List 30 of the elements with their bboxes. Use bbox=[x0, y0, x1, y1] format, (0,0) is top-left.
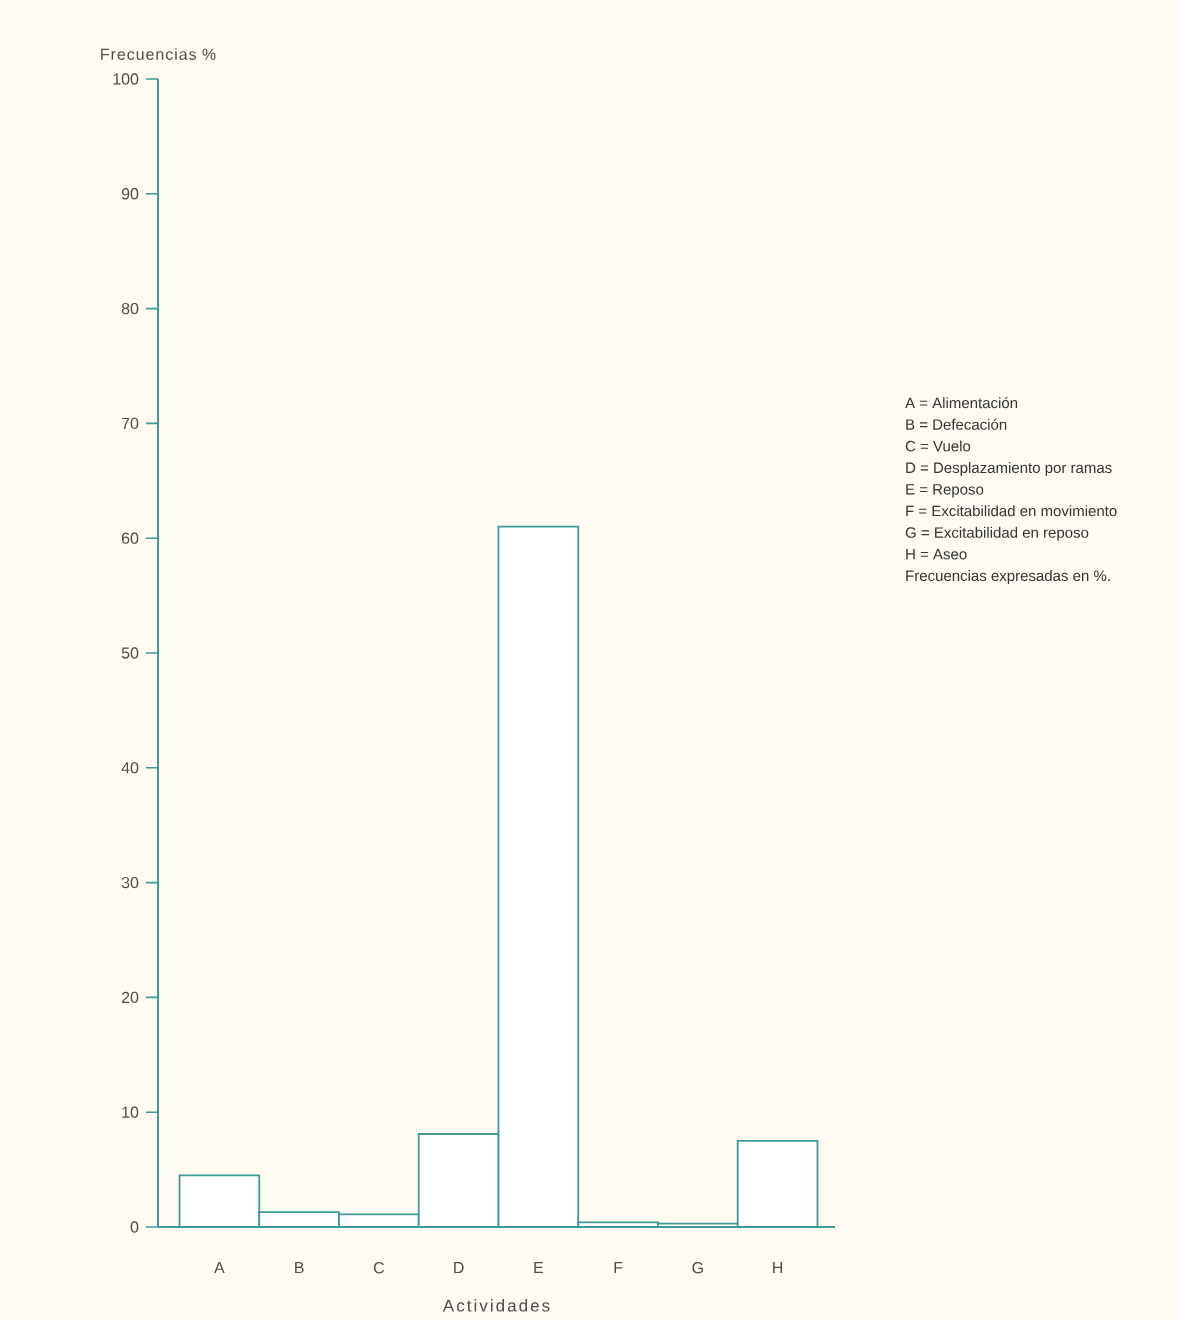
y-tick-label: 10 bbox=[122, 1106, 139, 1118]
y-tick-label: 80 bbox=[121, 302, 139, 315]
text: B = Defecación bbox=[906, 418, 1007, 430]
y-tick-label: 20 bbox=[121, 991, 139, 1004]
y-tick-label: 40 bbox=[121, 762, 139, 774]
x-axis-title: Actividades bbox=[442, 1299, 550, 1312]
text: F = Excitabilidad en movimiento bbox=[906, 505, 1117, 517]
y-tick-label: 70 bbox=[121, 417, 139, 430]
text: G = Excitabilidad en reposo bbox=[905, 526, 1089, 541]
x-tick-label: G bbox=[692, 1262, 703, 1274]
y-tick-label: 0 bbox=[130, 1221, 139, 1233]
y-tick-label: 60 bbox=[121, 532, 139, 544]
text: D = Desplazamiento por ramas bbox=[906, 462, 1112, 476]
text: Frecuencias expresadas en %. bbox=[906, 570, 1110, 584]
y-tick-label: 90 bbox=[121, 188, 139, 200]
x-tick-label: D bbox=[454, 1262, 464, 1274]
x-tick-label: A bbox=[214, 1262, 225, 1274]
x-tick-label: C bbox=[373, 1262, 385, 1274]
x-tick-label: H bbox=[773, 1262, 783, 1274]
x-tick-label: B bbox=[295, 1262, 304, 1274]
text: A = Alimentación bbox=[905, 397, 1018, 409]
y-tick-label: 30 bbox=[121, 876, 139, 889]
y-tick-label: 50 bbox=[121, 647, 139, 659]
text: H = Aseo bbox=[906, 548, 967, 560]
text: E = Reposo bbox=[906, 484, 984, 498]
x-tick-label: F bbox=[614, 1262, 623, 1274]
y-tick-label: 100 bbox=[113, 73, 139, 85]
y-axis-title: Frecuencias % bbox=[101, 48, 216, 60]
text: C = Vuelo bbox=[905, 440, 971, 452]
x-tick-label: E bbox=[534, 1262, 543, 1274]
